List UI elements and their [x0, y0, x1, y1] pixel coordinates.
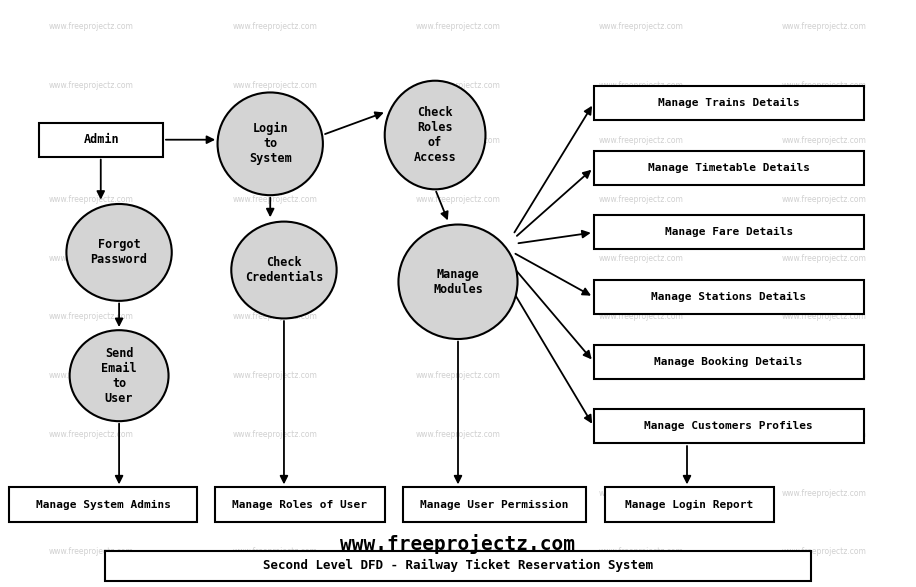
- Text: www.freeprojectz.com: www.freeprojectz.com: [233, 430, 317, 439]
- Text: Check
Credentials: Check Credentials: [245, 256, 323, 284]
- Text: www.freeprojectz.com: www.freeprojectz.com: [599, 80, 683, 90]
- Text: www.freeprojectz.com: www.freeprojectz.com: [782, 371, 867, 380]
- FancyBboxPatch shape: [215, 487, 385, 522]
- Text: www.freeprojectz.com: www.freeprojectz.com: [782, 22, 867, 31]
- Text: www.freeprojectz.com: www.freeprojectz.com: [782, 488, 867, 498]
- Text: www.freeprojectz.com: www.freeprojectz.com: [49, 136, 134, 146]
- Text: www.freeprojectz.com: www.freeprojectz.com: [416, 254, 500, 263]
- Text: Manage Customers Profiles: Manage Customers Profiles: [644, 421, 813, 431]
- Text: www.freeprojectz.com: www.freeprojectz.com: [49, 195, 134, 204]
- Ellipse shape: [231, 221, 337, 318]
- Text: Second Level DFD - Railway Ticket Reservation System: Second Level DFD - Railway Ticket Reserv…: [263, 559, 653, 572]
- Text: www.freeprojectz.com: www.freeprojectz.com: [416, 547, 500, 556]
- Text: www.freeprojectz.com: www.freeprojectz.com: [233, 22, 317, 31]
- FancyBboxPatch shape: [39, 123, 163, 157]
- Text: www.freeprojectz.com: www.freeprojectz.com: [49, 488, 134, 498]
- FancyBboxPatch shape: [105, 551, 811, 581]
- Text: www.freeprojectz.com: www.freeprojectz.com: [599, 312, 683, 322]
- Text: www.freeprojectz.com: www.freeprojectz.com: [233, 312, 317, 322]
- Ellipse shape: [70, 330, 169, 421]
- FancyBboxPatch shape: [594, 409, 864, 443]
- FancyBboxPatch shape: [9, 487, 197, 522]
- Text: www.freeprojectz.com: www.freeprojectz.com: [782, 430, 867, 439]
- Text: www.freeprojectz.com: www.freeprojectz.com: [233, 547, 317, 556]
- Text: www.freeprojectz.com: www.freeprojectz.com: [599, 430, 683, 439]
- Text: www.freeprojectz.com: www.freeprojectz.com: [782, 136, 867, 146]
- Text: Manage Login Report: Manage Login Report: [625, 500, 754, 510]
- Text: Manage Roles of User: Manage Roles of User: [233, 500, 367, 510]
- Text: www.freeprojectz.com: www.freeprojectz.com: [416, 136, 500, 146]
- Text: www.freeprojectz.com: www.freeprojectz.com: [49, 371, 134, 380]
- FancyBboxPatch shape: [594, 345, 864, 379]
- Text: Manage Stations Details: Manage Stations Details: [651, 292, 806, 302]
- Text: www.freeprojectz.com: www.freeprojectz.com: [782, 254, 867, 263]
- Text: www.freeprojectz.com: www.freeprojectz.com: [49, 547, 134, 556]
- FancyBboxPatch shape: [594, 151, 864, 185]
- Text: Manage User Permission: Manage User Permission: [420, 500, 569, 510]
- Text: www.freeprojectz.com: www.freeprojectz.com: [233, 80, 317, 90]
- FancyBboxPatch shape: [594, 280, 864, 314]
- Text: Check
Roles
of
Access: Check Roles of Access: [414, 106, 456, 164]
- Text: www.freeprojectz.com: www.freeprojectz.com: [782, 80, 867, 90]
- FancyBboxPatch shape: [594, 86, 864, 120]
- Text: Manage Trains Details: Manage Trains Details: [658, 98, 800, 109]
- Text: www.freeprojectz.com: www.freeprojectz.com: [341, 534, 575, 554]
- Text: www.freeprojectz.com: www.freeprojectz.com: [782, 195, 867, 204]
- Text: www.freeprojectz.com: www.freeprojectz.com: [49, 312, 134, 322]
- Text: www.freeprojectz.com: www.freeprojectz.com: [416, 312, 500, 322]
- Text: www.freeprojectz.com: www.freeprojectz.com: [49, 22, 134, 31]
- Text: Send
Email
to
User: Send Email to User: [102, 347, 136, 404]
- Text: www.freeprojectz.com: www.freeprojectz.com: [599, 195, 683, 204]
- Text: www.freeprojectz.com: www.freeprojectz.com: [416, 430, 500, 439]
- Ellipse shape: [398, 224, 518, 339]
- Text: www.freeprojectz.com: www.freeprojectz.com: [233, 488, 317, 498]
- Text: www.freeprojectz.com: www.freeprojectz.com: [233, 254, 317, 263]
- Text: Manage System Admins: Manage System Admins: [36, 500, 170, 510]
- Text: Admin: Admin: [83, 133, 119, 146]
- Text: Manage Timetable Details: Manage Timetable Details: [648, 163, 810, 173]
- Text: www.freeprojectz.com: www.freeprojectz.com: [599, 488, 683, 498]
- Text: www.freeprojectz.com: www.freeprojectz.com: [416, 371, 500, 380]
- Text: Manage Booking Details: Manage Booking Details: [654, 356, 803, 367]
- Text: www.freeprojectz.com: www.freeprojectz.com: [416, 488, 500, 498]
- Text: www.freeprojectz.com: www.freeprojectz.com: [416, 80, 500, 90]
- Text: Login
to
System: Login to System: [249, 122, 291, 166]
- Ellipse shape: [66, 204, 172, 301]
- Text: www.freeprojectz.com: www.freeprojectz.com: [599, 371, 683, 380]
- Text: www.freeprojectz.com: www.freeprojectz.com: [49, 254, 134, 263]
- FancyBboxPatch shape: [594, 215, 864, 249]
- Text: www.freeprojectz.com: www.freeprojectz.com: [599, 547, 683, 556]
- Ellipse shape: [217, 92, 322, 195]
- Text: www.freeprojectz.com: www.freeprojectz.com: [233, 195, 317, 204]
- Text: Manage Fare Details: Manage Fare Details: [664, 227, 793, 238]
- Text: www.freeprojectz.com: www.freeprojectz.com: [782, 312, 867, 322]
- Text: www.freeprojectz.com: www.freeprojectz.com: [599, 254, 683, 263]
- Text: www.freeprojectz.com: www.freeprojectz.com: [599, 136, 683, 146]
- Text: www.freeprojectz.com: www.freeprojectz.com: [49, 430, 134, 439]
- Text: Forgot
Password: Forgot Password: [91, 238, 147, 266]
- Ellipse shape: [385, 80, 485, 189]
- Text: www.freeprojectz.com: www.freeprojectz.com: [416, 195, 500, 204]
- Text: www.freeprojectz.com: www.freeprojectz.com: [233, 371, 317, 380]
- Text: www.freeprojectz.com: www.freeprojectz.com: [233, 136, 317, 146]
- FancyBboxPatch shape: [605, 487, 774, 522]
- FancyBboxPatch shape: [403, 487, 586, 522]
- Text: www.freeprojectz.com: www.freeprojectz.com: [49, 80, 134, 90]
- Text: www.freeprojectz.com: www.freeprojectz.com: [599, 22, 683, 31]
- Text: Manage
Modules: Manage Modules: [433, 268, 483, 296]
- Text: www.freeprojectz.com: www.freeprojectz.com: [416, 22, 500, 31]
- Text: www.freeprojectz.com: www.freeprojectz.com: [782, 547, 867, 556]
